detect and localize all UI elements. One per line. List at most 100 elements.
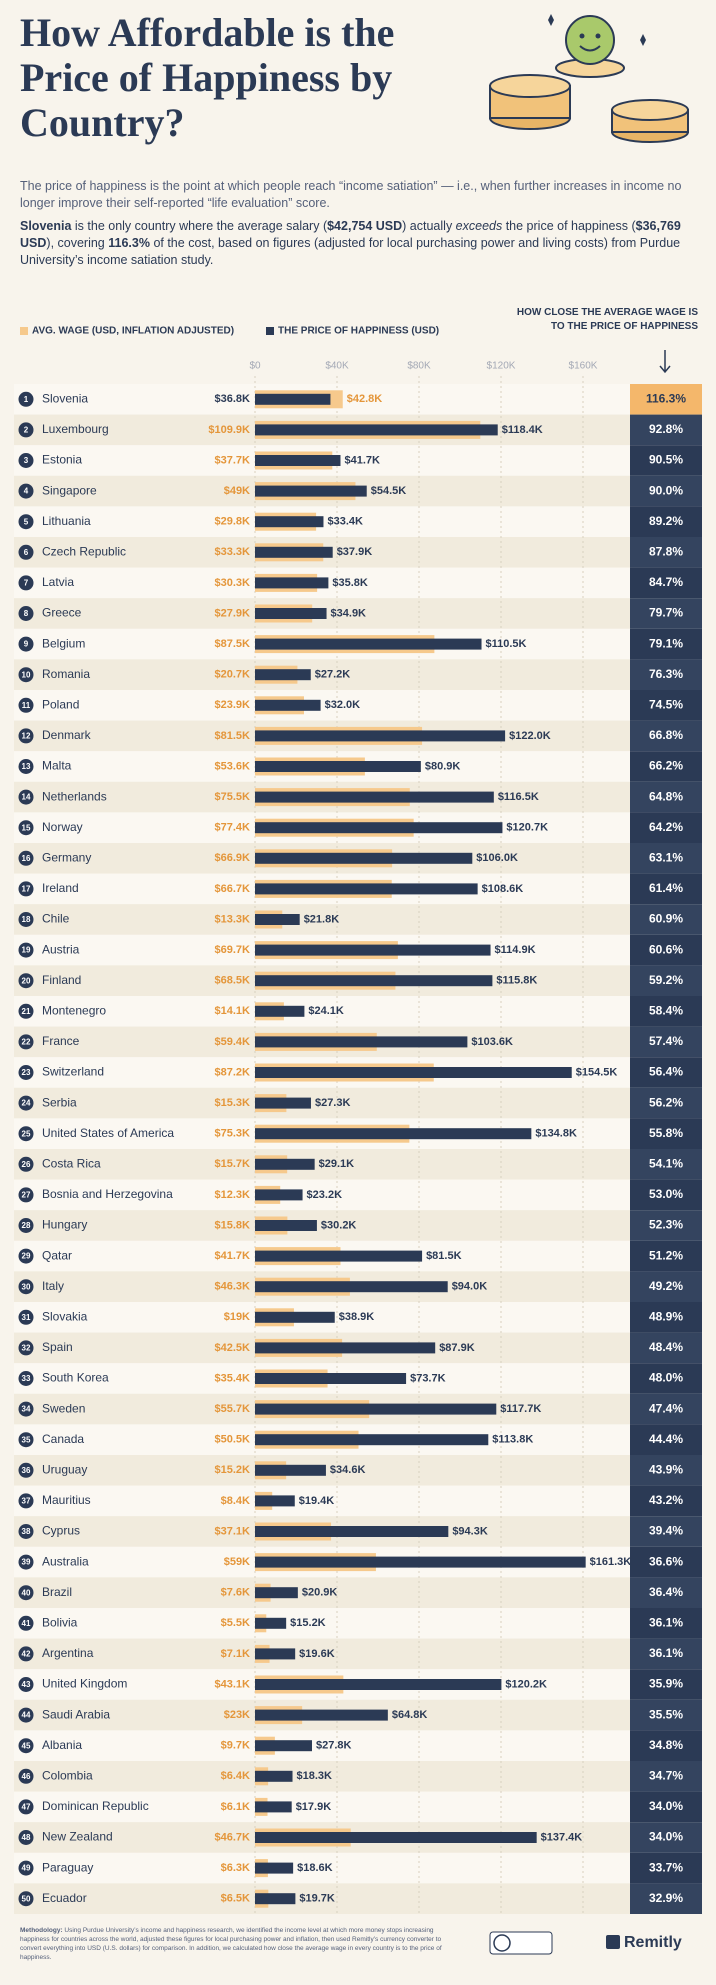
rank: 50 — [22, 1894, 31, 1903]
bar — [255, 1250, 423, 1262]
rank: 14 — [22, 793, 31, 802]
closeness-cell — [630, 1516, 702, 1547]
rank-badge — [18, 1248, 34, 1264]
closeness-label: 33.7% — [649, 1860, 683, 1874]
closeness-cell — [630, 965, 702, 996]
value-label: $120.7K — [506, 822, 548, 834]
category-label: Sweden — [42, 1401, 85, 1415]
value-label: $75.3K — [215, 1128, 251, 1140]
category-label: Belgium — [42, 636, 85, 650]
text: ), covering — [46, 236, 109, 250]
closeness-cell — [630, 1332, 702, 1364]
value-label: $109.9K — [208, 424, 250, 436]
closeness-cell — [630, 1669, 702, 1700]
closeness-label: 61.4% — [649, 881, 683, 895]
value-label: $14.1K — [215, 1005, 251, 1017]
closeness-label: 74.5% — [649, 697, 683, 711]
methodology: Methodology: Using Purdue University’s i… — [20, 1926, 460, 1962]
rank: 11 — [22, 701, 31, 710]
rank-badge — [18, 912, 34, 927]
rank: 31 — [22, 1313, 31, 1322]
value-label: $50.5K — [215, 1434, 251, 1446]
bar — [255, 1403, 497, 1415]
closeness-cell — [630, 1822, 702, 1853]
value-label: $73.7K — [410, 1372, 446, 1384]
category-label: Luxembourg — [42, 422, 109, 436]
value-label: $32.0K — [325, 699, 361, 711]
row-background — [14, 1087, 630, 1119]
closeness-label: 64.8% — [649, 789, 683, 803]
value-label: $120.2K — [505, 1678, 547, 1690]
x-tick-label: $80K — [407, 361, 431, 372]
bar — [255, 1036, 468, 1048]
rank: 36 — [22, 1466, 31, 1475]
text: $36,769 USD — [20, 219, 681, 250]
category-label: Malta — [42, 759, 72, 773]
brand-icon — [606, 1935, 620, 1949]
value-label: $37.9K — [337, 546, 373, 558]
rank-badge — [18, 1095, 34, 1111]
rank: 39 — [22, 1558, 31, 1567]
closeness-label: 48.0% — [649, 1371, 683, 1385]
bar — [255, 730, 506, 742]
closeness-label: 79.7% — [649, 606, 683, 620]
rank: 1 — [24, 395, 29, 404]
value-label: $19K — [224, 1311, 250, 1323]
closeness-label: 64.2% — [649, 820, 683, 834]
closeness-label: 84.7% — [649, 575, 683, 589]
legend-label: THE PRICE OF HAPPINESS (USD) — [278, 326, 439, 337]
value-label: $6.1K — [221, 1801, 250, 1813]
closeness-label: 36.1% — [649, 1615, 683, 1629]
category-label: Ecuador — [42, 1891, 87, 1905]
rank-badge — [18, 1799, 34, 1815]
value-label: $43.1K — [215, 1678, 251, 1690]
category-label: Serbia — [42, 1095, 77, 1109]
rank-badge — [18, 759, 34, 774]
closeness-label: 35.9% — [649, 1677, 683, 1691]
closeness-cell — [630, 996, 702, 1027]
bar — [255, 1832, 537, 1843]
value-label: $27.8K — [316, 1740, 352, 1752]
bar — [255, 791, 494, 803]
value-label: $110.5K — [486, 638, 527, 650]
value-label: $103.6K — [471, 1036, 513, 1048]
category-label: Italy — [42, 1279, 64, 1293]
row-background — [14, 1883, 630, 1914]
bar — [255, 1005, 305, 1017]
value-label: $64.8K — [392, 1709, 428, 1721]
value-label: $23.2K — [307, 1189, 343, 1201]
bar — [255, 822, 503, 834]
rank-badge — [18, 850, 34, 866]
rank: 49 — [22, 1864, 31, 1873]
closeness-cell — [630, 567, 702, 599]
category-label: Cyprus — [42, 1524, 80, 1538]
row-background — [14, 659, 630, 690]
value-label: $106.0K — [476, 852, 518, 864]
value-label: $55.7K — [215, 1403, 251, 1415]
closeness-cell — [630, 1026, 702, 1058]
value-label: $81.5K — [215, 730, 251, 742]
rank-badge — [18, 1768, 34, 1784]
category-label: Albania — [42, 1738, 82, 1752]
closeness-cell — [630, 1638, 702, 1670]
bar — [255, 1617, 287, 1629]
value-label: $87.2K — [215, 1066, 251, 1078]
rank: 38 — [22, 1527, 31, 1536]
bar — [255, 1556, 586, 1568]
rank-badge — [18, 422, 34, 438]
closeness-label: 60.9% — [649, 912, 683, 926]
rank-badge — [18, 1860, 34, 1876]
bar — [255, 1281, 448, 1293]
closeness-label: 39.4% — [649, 1524, 683, 1538]
rank: 6 — [24, 548, 29, 557]
closeness-label: 34.0% — [649, 1830, 683, 1844]
category-label: Bolivia — [42, 1615, 78, 1629]
category-label: Brazil — [42, 1585, 72, 1599]
rank-badge — [18, 483, 34, 499]
row-background — [14, 690, 630, 721]
closeness-label: 90.0% — [649, 483, 683, 497]
rank: 18 — [22, 915, 31, 924]
rank-badge — [18, 881, 34, 897]
value-label: $13.3K — [215, 913, 251, 925]
closeness-label: 34.8% — [649, 1738, 683, 1752]
